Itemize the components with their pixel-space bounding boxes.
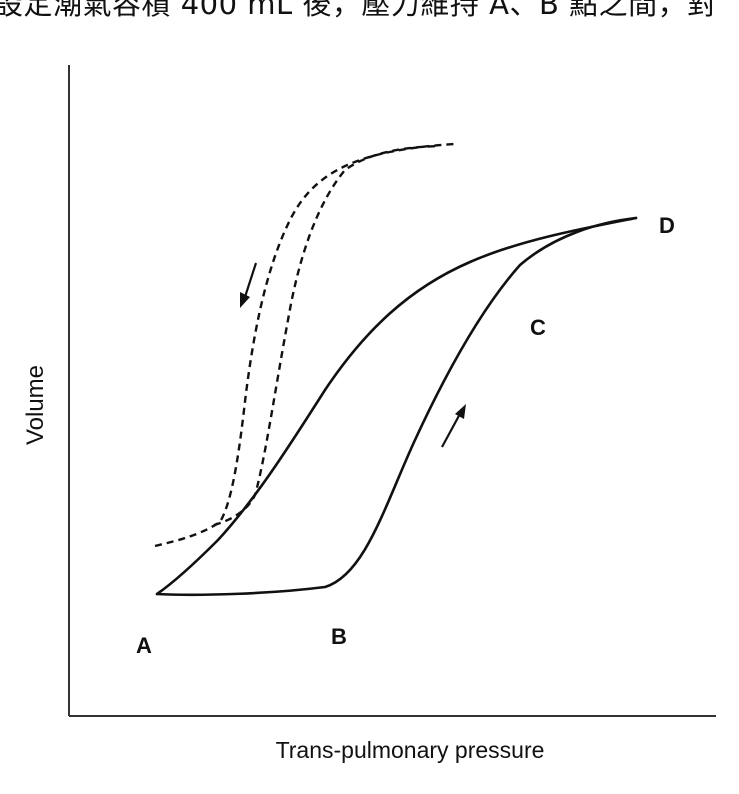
y-axis-label-text: Volume [22, 364, 49, 446]
question-text-fragment: 設定潮氣容積 400 mL 後，壓力維持 A、B 點之間，對 [0, 0, 717, 21]
dashed-deflation-curve-outer [154, 142, 456, 548]
point-label-c: C [530, 315, 546, 340]
point-label-a: A [136, 633, 152, 658]
dashed-deflation-curve-inner [213, 144, 441, 527]
point-label-b: B [331, 624, 347, 649]
inflation-curve [155, 216, 638, 597]
deflation-curve [155, 216, 638, 596]
arrow-up-icon [441, 404, 466, 448]
y-axis-label: Volume [16, 345, 56, 465]
arrow-down-icon [240, 262, 258, 308]
point-label-d: D [659, 213, 675, 238]
x-axis-label: Trans-pulmonary pressure [275, 737, 545, 763]
